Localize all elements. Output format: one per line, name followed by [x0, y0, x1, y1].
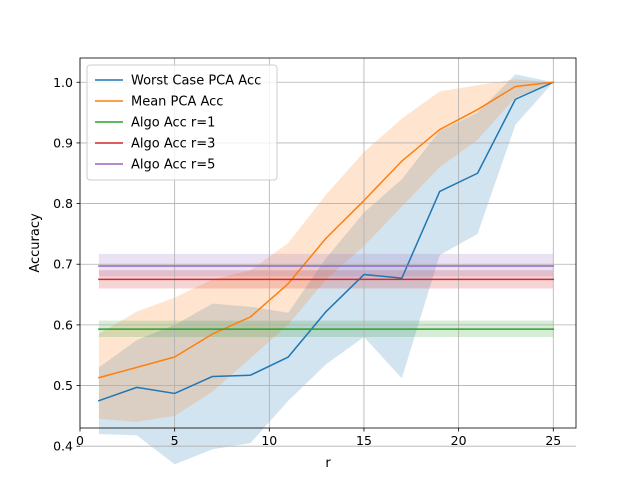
y-tick-label-3: 0.7	[53, 257, 73, 272]
legend-label-3: Algo Acc r=3	[131, 137, 215, 152]
y-axis-title: Accuracy	[28, 213, 43, 273]
series-lines	[97, 81, 555, 402]
x-tick-label-1: 5	[171, 433, 179, 448]
confidence-bands	[98, 74, 554, 465]
band-series-1	[98, 79, 554, 422]
x-tick-label-2: 10	[261, 433, 277, 448]
y-tick-label-0: 0.4	[53, 439, 73, 454]
legend-label-2: Algo Acc r=1	[131, 116, 215, 131]
y-tick-label-5: 0.9	[53, 135, 73, 150]
y-tick-label-6: 1.0	[53, 75, 73, 90]
x-tick-label-4: 20	[451, 433, 467, 448]
legend: Worst Case PCA Acc Mean PCA Acc Algo Acc r…	[86, 64, 278, 181]
legend-label-4: Algo Acc r=5	[131, 158, 215, 173]
x-tick-label-0: 0	[76, 433, 84, 448]
legend-label-0: Worst Case PCA Acc	[131, 74, 261, 89]
x-tick-label-5: 25	[545, 433, 561, 448]
x-axis-title: r	[325, 456, 331, 471]
y-tick-label-4: 0.8	[53, 196, 73, 211]
band-series-4	[98, 253, 554, 277]
x-tick-label-3: 15	[356, 433, 372, 448]
line-series-0	[97, 81, 555, 402]
y-tick-label-2: 0.6	[53, 317, 73, 332]
plot-frame	[79, 57, 577, 429]
legend-label-1: Mean PCA Acc	[131, 95, 223, 110]
y-tick-label-1: 0.5	[53, 378, 73, 393]
tick-marks: 0 5 10 15 20 25 0.4 0.5 0.6 0.7 0.8 0.9 1.0	[53, 75, 561, 454]
axes	[79, 57, 577, 429]
line-series-1	[98, 81, 555, 379]
legend-box	[86, 64, 278, 181]
band-series-0	[98, 74, 554, 465]
